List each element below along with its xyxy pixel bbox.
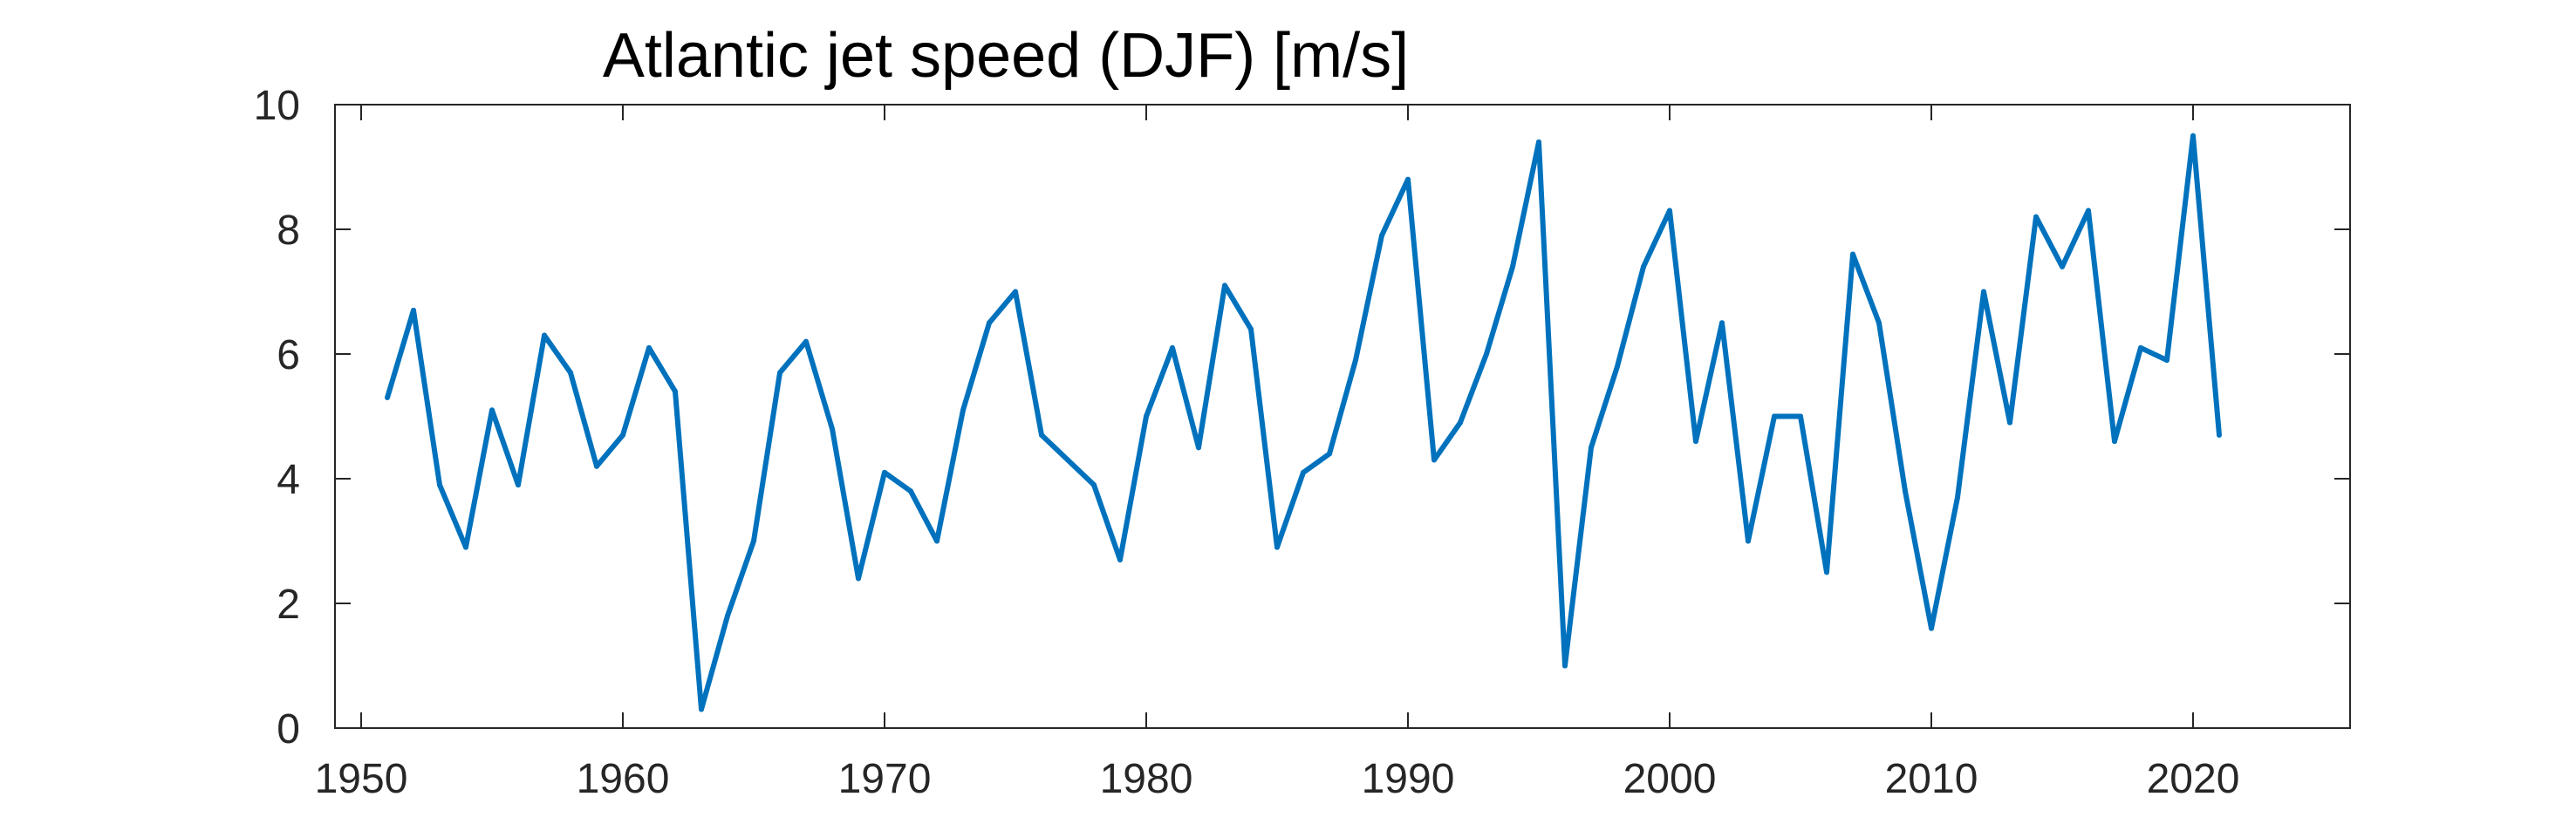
data-point xyxy=(1196,445,1201,451)
data-point xyxy=(2112,439,2117,445)
x-tick-label: 1970 xyxy=(838,756,932,802)
data-point xyxy=(1589,445,1594,451)
data-point xyxy=(2138,344,2143,351)
data-point xyxy=(803,338,809,344)
data-point xyxy=(1615,364,1620,370)
data-point xyxy=(1065,457,1070,463)
data-point xyxy=(1667,208,1672,214)
data-point xyxy=(594,463,599,469)
y-tick-label: 8 xyxy=(277,208,300,254)
y-tick-label: 2 xyxy=(277,582,300,628)
data-point xyxy=(882,469,887,475)
data-point xyxy=(1301,469,1306,475)
data-point xyxy=(385,395,390,401)
data-point xyxy=(1091,482,1097,488)
data-point xyxy=(1824,569,1829,575)
data-point xyxy=(1510,263,1515,269)
series-line xyxy=(385,133,2222,712)
y-tick-label: 6 xyxy=(277,332,300,378)
data-point xyxy=(1955,494,1960,501)
data-point xyxy=(1327,451,1332,457)
data-point xyxy=(1117,556,1123,562)
data-point xyxy=(2217,432,2222,438)
data-point xyxy=(568,370,573,376)
data-point xyxy=(1719,320,1725,326)
data-point xyxy=(437,482,442,488)
data-point xyxy=(2007,419,2012,426)
data-point xyxy=(856,575,861,582)
data-point xyxy=(2086,208,2091,214)
x-tick-label: 2010 xyxy=(1885,756,1978,802)
data-point xyxy=(1798,413,1803,419)
data-point xyxy=(908,488,913,494)
data-point xyxy=(751,538,756,544)
data-point xyxy=(960,407,966,413)
data-point xyxy=(620,432,625,438)
data-point xyxy=(1274,544,1280,550)
data-point xyxy=(2190,133,2196,139)
plot-frame xyxy=(334,104,2351,729)
data-point xyxy=(2033,214,2039,220)
y-tick-label: 10 xyxy=(254,83,300,129)
x-tick-label: 1980 xyxy=(1100,756,1193,802)
data-point xyxy=(777,370,782,376)
data-point xyxy=(411,307,416,313)
data-point xyxy=(1248,326,1254,332)
data-point xyxy=(830,426,835,432)
chart-title: Atlantic jet speed (DJF) [m/s] xyxy=(603,21,1409,91)
x-tick-label: 1960 xyxy=(577,756,670,802)
data-point xyxy=(1981,289,1986,295)
data-point xyxy=(542,332,547,338)
data-point xyxy=(463,544,468,550)
data-point xyxy=(1484,351,1489,357)
data-point xyxy=(489,407,495,413)
data-point xyxy=(1641,263,1646,269)
data-point xyxy=(1903,488,1908,494)
data-point xyxy=(1013,289,1018,295)
data-point xyxy=(1405,176,1411,182)
data-point xyxy=(1039,432,1044,438)
data-point xyxy=(1431,457,1437,463)
data-point xyxy=(1562,663,1568,669)
data-point xyxy=(673,388,678,394)
data-point xyxy=(725,613,730,619)
x-tick-label: 1950 xyxy=(315,756,408,802)
data-point xyxy=(1536,139,1541,145)
data-point xyxy=(1458,419,1463,426)
data-point xyxy=(2164,358,2169,364)
data-point xyxy=(987,320,992,326)
x-tick-label: 1990 xyxy=(1362,756,1455,802)
data-point xyxy=(1379,233,1384,239)
data-point xyxy=(1144,413,1149,419)
data-point xyxy=(1850,251,1855,257)
data-point xyxy=(934,538,940,544)
axes xyxy=(334,104,2351,729)
x-tick-label: 2020 xyxy=(2147,756,2240,802)
data-point xyxy=(1746,538,1751,544)
y-tick-label: 0 xyxy=(277,706,300,752)
chart-title-group: Atlantic jet speed (DJF) [m/s] xyxy=(603,21,1409,91)
data-point xyxy=(1353,358,1358,364)
y-tick-label: 4 xyxy=(277,457,300,503)
series-group xyxy=(385,133,2222,712)
data-point xyxy=(1772,413,1777,419)
data-point xyxy=(1876,320,1882,326)
x-tick-label: 2000 xyxy=(1623,756,1717,802)
data-point xyxy=(1693,439,1698,445)
ticks: 1950 1960 1970 1980 1990 2000 2010 2020 0 2 4 6 8 10 xyxy=(254,83,2350,802)
data-point xyxy=(2060,263,2065,269)
data-point xyxy=(1929,625,1934,631)
data-point xyxy=(1222,283,1227,289)
data-point xyxy=(646,344,652,351)
data-point xyxy=(516,482,521,488)
data-point xyxy=(699,706,704,712)
data-point xyxy=(1170,344,1175,351)
